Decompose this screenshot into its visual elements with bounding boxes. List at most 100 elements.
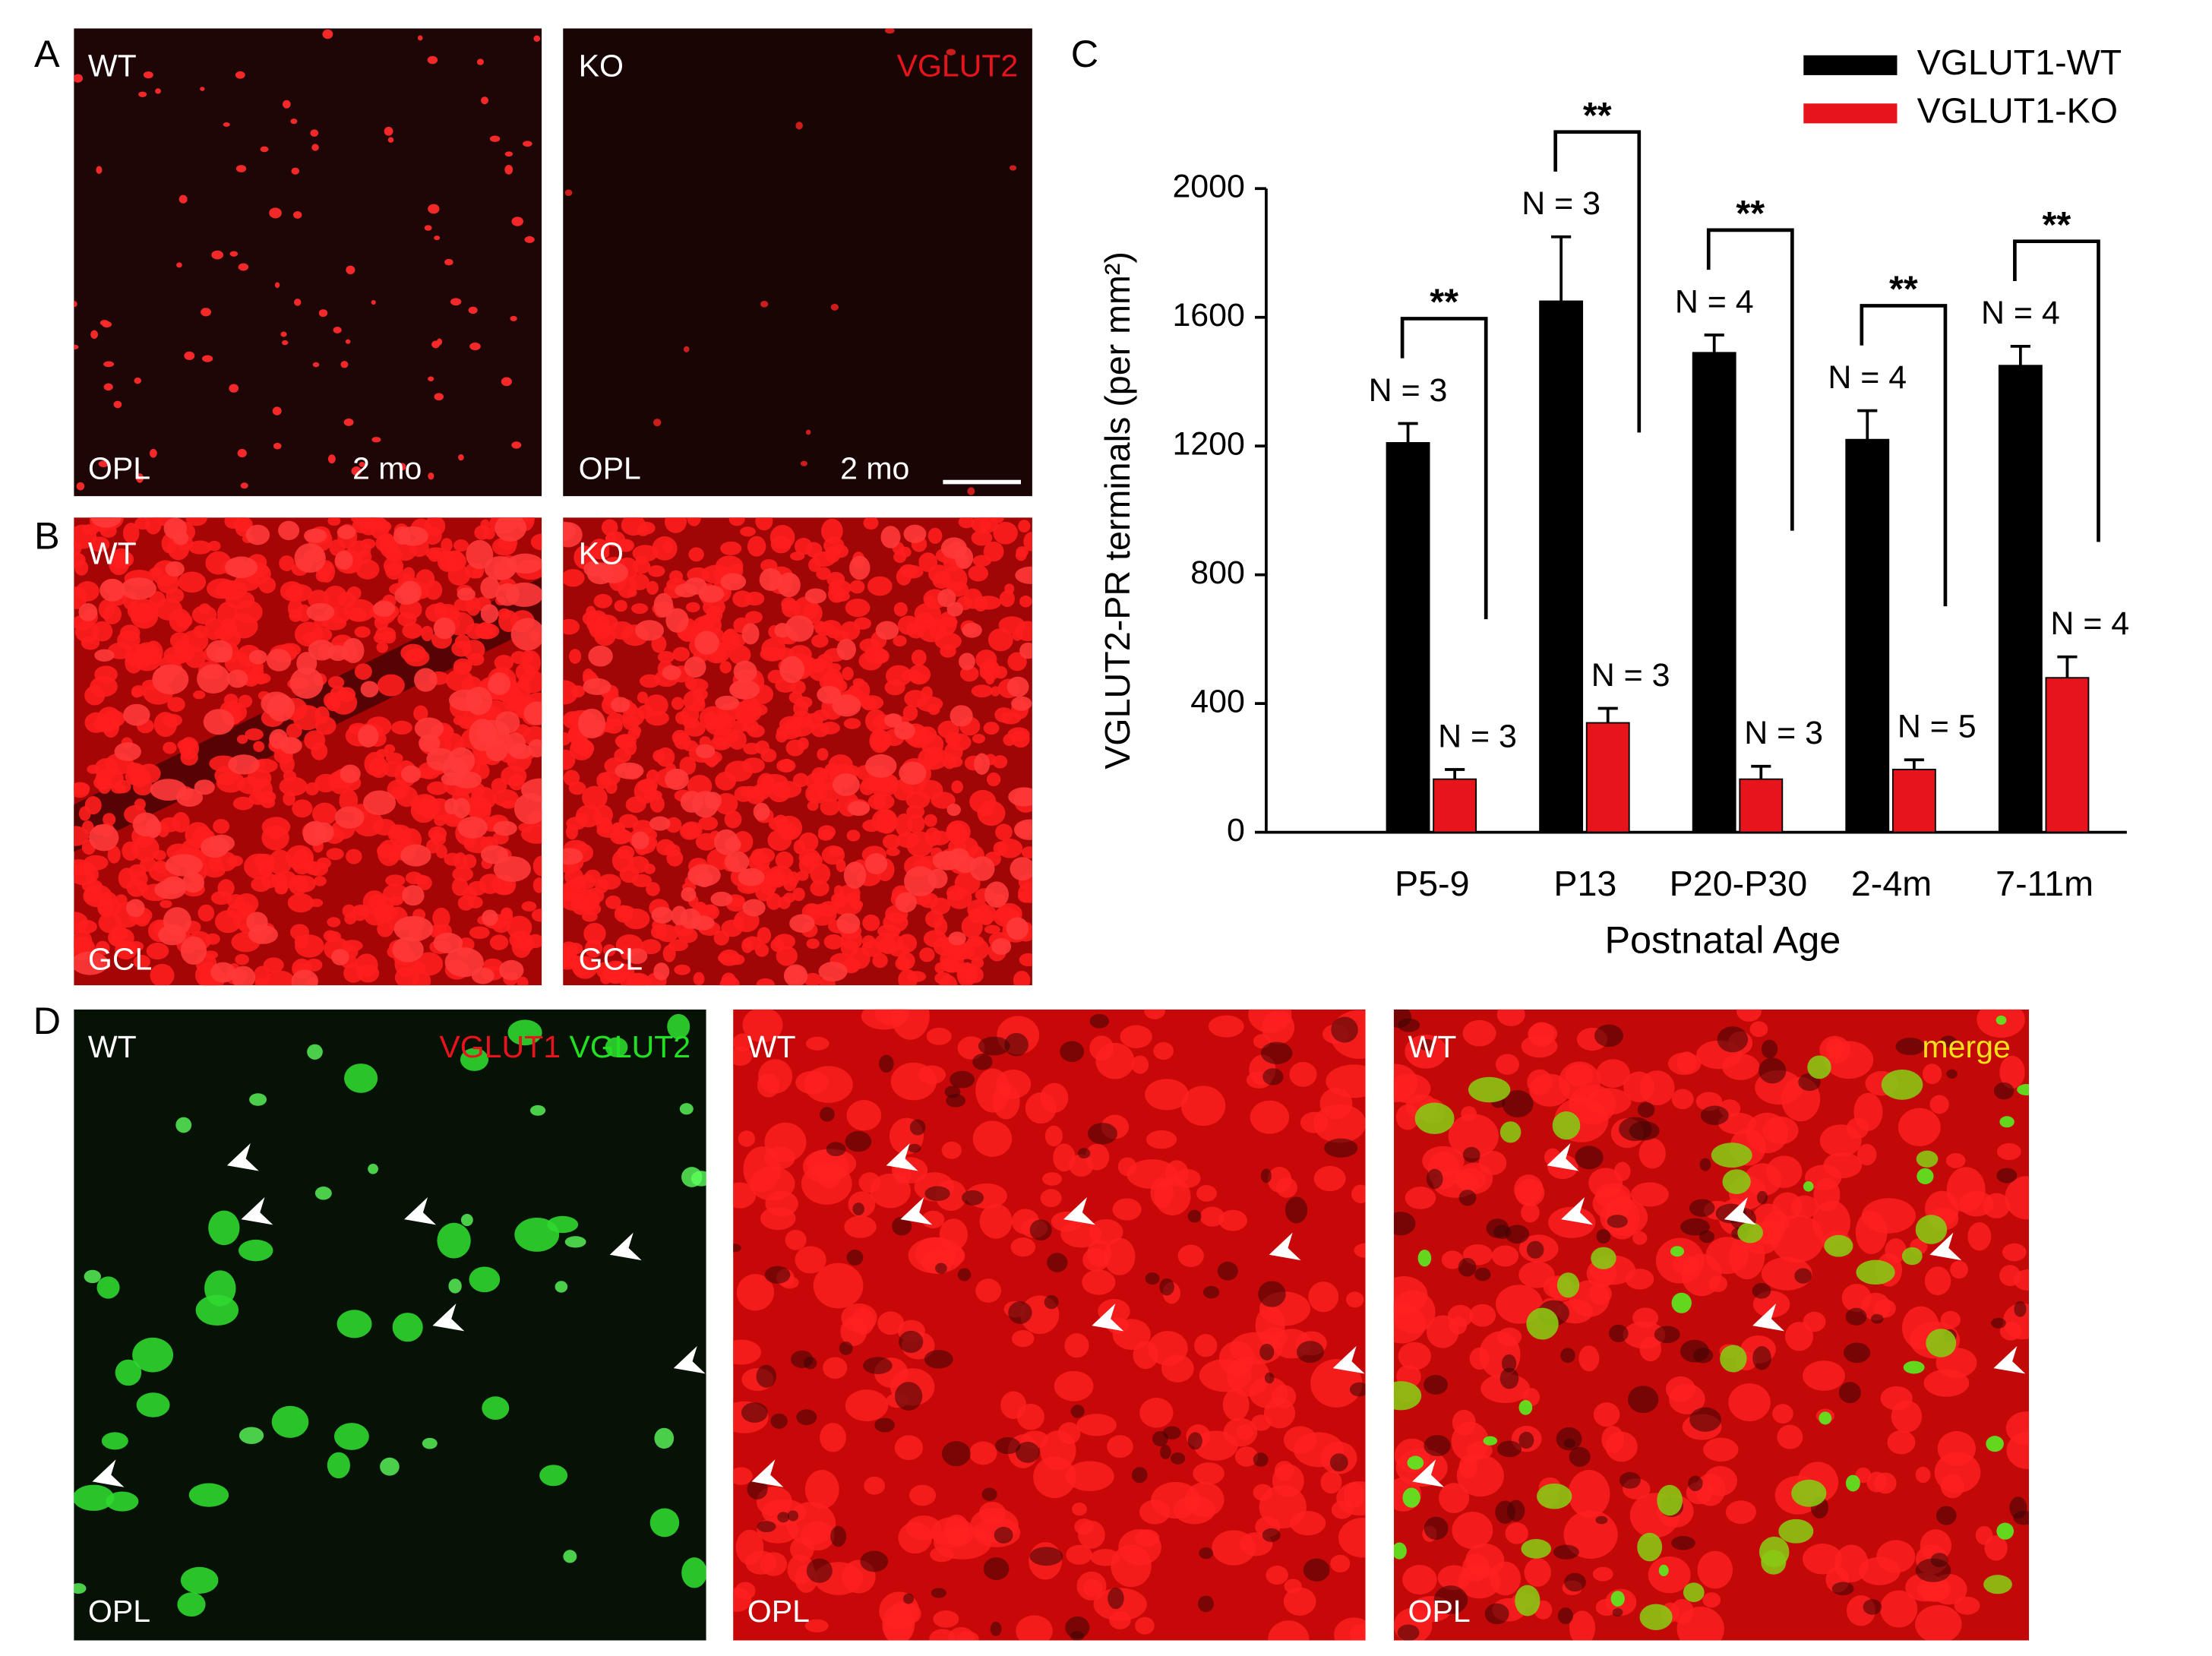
blob — [741, 1402, 768, 1423]
blob — [1044, 1125, 1063, 1147]
blob — [870, 1173, 911, 1209]
arrowhead — [751, 1459, 784, 1487]
blob — [653, 962, 670, 981]
bar — [1891, 769, 1936, 833]
blob — [1638, 1138, 1666, 1169]
blob — [865, 709, 887, 733]
blob — [1499, 1367, 1519, 1389]
blob — [469, 719, 497, 751]
blob — [1013, 819, 1032, 840]
blob — [1019, 642, 1032, 659]
blob — [826, 571, 845, 587]
blob — [832, 694, 861, 717]
blob — [510, 315, 517, 321]
blob — [1402, 1487, 1420, 1508]
blob — [1064, 1333, 1089, 1358]
blob — [958, 517, 975, 529]
blob — [807, 801, 819, 811]
n-label: N = 3 — [1591, 657, 1670, 694]
blob — [1109, 1611, 1131, 1629]
blob — [804, 588, 827, 604]
blob — [493, 856, 531, 882]
blob — [1722, 1169, 1751, 1194]
blob — [1010, 857, 1032, 881]
blob — [1823, 1152, 1863, 1179]
genotype: WT — [747, 1029, 796, 1064]
blob — [1870, 1313, 1884, 1324]
blob — [746, 789, 765, 804]
blob — [785, 615, 814, 642]
blob — [1395, 1449, 1448, 1487]
blob — [1461, 1106, 1477, 1122]
blob — [163, 741, 177, 754]
blob — [377, 921, 393, 937]
blob — [943, 1514, 970, 1546]
blob — [74, 74, 84, 83]
blob — [662, 665, 681, 681]
blob — [103, 813, 116, 826]
blob — [1320, 1471, 1342, 1494]
blob — [909, 1484, 937, 1506]
layer: OPL — [88, 451, 150, 486]
micrograph — [733, 1009, 1366, 1641]
blob — [387, 137, 394, 143]
blob — [254, 977, 268, 986]
blob — [119, 624, 141, 642]
blob — [776, 759, 796, 773]
blob — [1468, 1076, 1511, 1103]
blob — [1838, 1382, 1861, 1404]
blob — [279, 555, 295, 571]
blob — [1916, 1150, 1939, 1168]
blob — [829, 846, 844, 857]
blob — [201, 836, 229, 858]
blob — [228, 700, 239, 712]
blob — [107, 845, 121, 864]
blob — [874, 932, 904, 953]
blob — [1253, 1452, 1269, 1467]
blob — [813, 1263, 864, 1309]
blob — [448, 689, 483, 712]
blob — [924, 1350, 953, 1369]
blob — [337, 1310, 372, 1338]
blob — [657, 650, 675, 663]
blob — [228, 754, 260, 775]
blob — [1958, 1190, 1994, 1217]
blob — [128, 864, 147, 879]
blob — [125, 643, 155, 669]
blob — [733, 1182, 757, 1209]
blob — [671, 905, 688, 926]
blob — [776, 730, 788, 743]
blob — [1670, 1598, 1694, 1624]
blob — [808, 558, 821, 573]
blob — [1593, 1402, 1620, 1427]
blob — [286, 723, 302, 739]
blob — [360, 681, 379, 698]
blob — [1469, 1347, 1490, 1370]
blob — [523, 701, 542, 725]
blob — [334, 806, 365, 829]
blob — [134, 798, 146, 811]
blob — [211, 250, 223, 260]
blob — [1018, 520, 1031, 533]
blob — [307, 1044, 323, 1060]
blob — [555, 1281, 568, 1293]
blob — [84, 1269, 101, 1284]
blob — [421, 625, 434, 642]
blob — [733, 660, 757, 683]
blob — [1297, 1341, 1324, 1364]
blob — [383, 556, 404, 576]
layer: OPL — [747, 1594, 810, 1629]
stain: VGLUT2 — [569, 1029, 690, 1064]
blob — [426, 781, 448, 795]
blob — [1505, 1225, 1530, 1244]
blob — [979, 909, 994, 926]
blob — [1159, 1278, 1174, 1296]
blob — [334, 1423, 369, 1450]
blob — [604, 718, 623, 734]
blob — [1699, 1158, 1711, 1171]
blob — [611, 697, 630, 713]
blob — [460, 1214, 473, 1227]
significance-label: ** — [2043, 204, 2071, 245]
blob — [709, 736, 732, 751]
blob — [368, 1163, 378, 1174]
